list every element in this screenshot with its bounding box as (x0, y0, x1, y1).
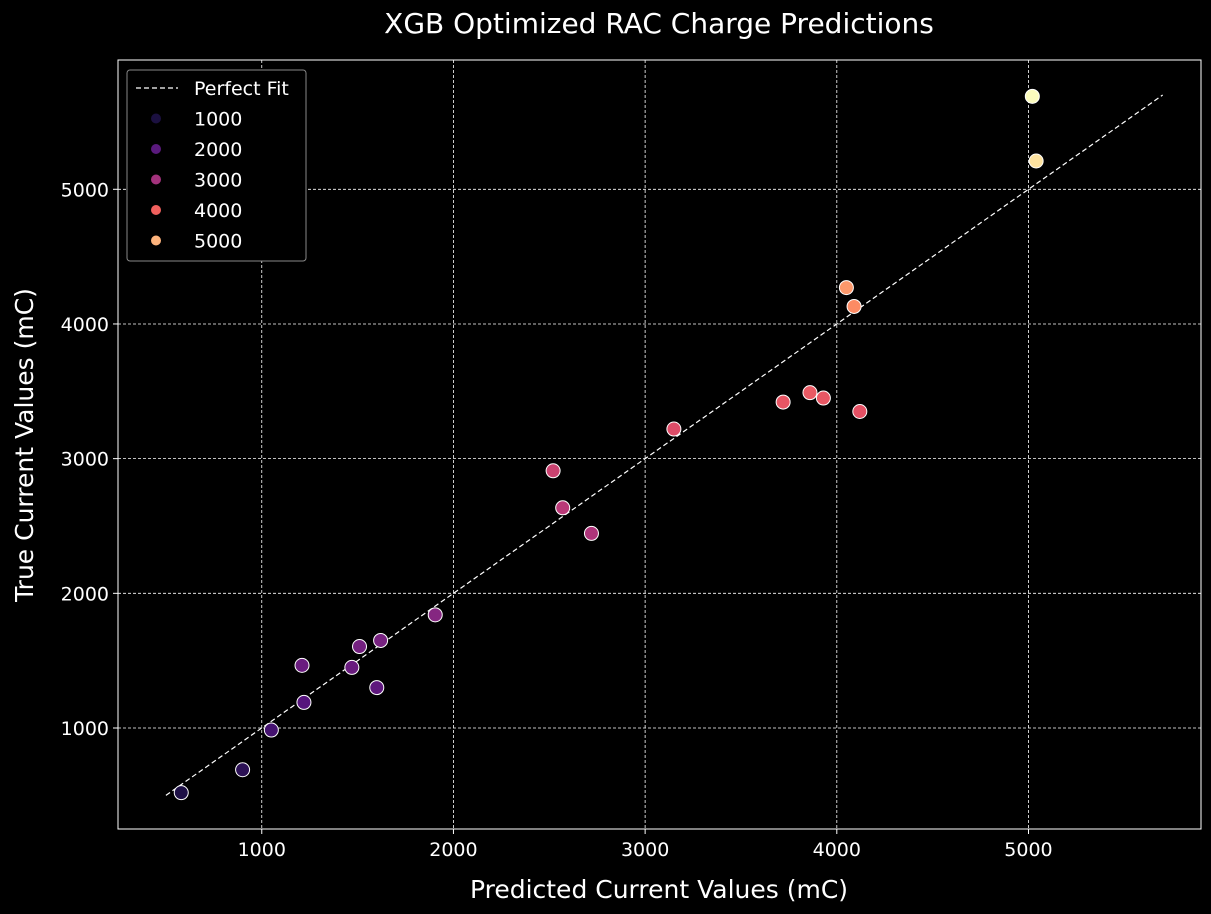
data-point (666, 421, 682, 437)
data-point (838, 280, 854, 296)
data-point (296, 694, 312, 710)
data-point (1028, 153, 1044, 169)
data-point (815, 390, 831, 406)
perfect-fit-layer (165, 94, 1164, 796)
legend-marker (151, 174, 161, 185)
x-axis-label: Predicted Current Values (mC) (470, 875, 848, 904)
x-tick-label: 4000 (813, 839, 861, 861)
x-tick-label: 3000 (621, 839, 669, 861)
data-point (775, 394, 791, 410)
data-point (555, 500, 571, 516)
data-point (545, 463, 561, 479)
x-tick-label: 2000 (429, 839, 477, 861)
chart-title: XGB Optimized RAC Charge Predictions (384, 7, 934, 40)
legend: Perfect Fit 1000 2000 3000 4000 5000 (126, 69, 307, 262)
data-point (802, 385, 818, 401)
legend-label: Perfect Fit (194, 78, 289, 100)
legend-marker (151, 235, 161, 246)
y-tick-label: 5000 (61, 179, 109, 201)
data-point (1024, 88, 1040, 104)
legend-label: 1000 (194, 109, 242, 131)
legend-box (126, 69, 307, 262)
data-point (344, 659, 360, 675)
y-tick-label: 1000 (61, 718, 109, 740)
y-tick-label: 2000 (61, 583, 109, 605)
points-layer (173, 88, 1044, 801)
legend-marker (151, 144, 161, 154)
x-tick-label: 5000 (1004, 839, 1052, 861)
data-point (846, 298, 862, 314)
data-point (235, 762, 251, 778)
data-point (373, 632, 389, 648)
data-point (852, 404, 868, 420)
legend-marker (151, 205, 161, 215)
data-point (294, 657, 310, 673)
data-point (369, 680, 385, 696)
y-axis-label: True Current Values (mC) (10, 288, 39, 603)
legend-label: 2000 (194, 139, 242, 161)
data-point (583, 525, 599, 541)
plot-frame (117, 59, 1202, 830)
data-point (427, 607, 443, 623)
perfect-fit-line (165, 94, 1164, 796)
y-tick-label: 3000 (61, 449, 109, 471)
data-point (173, 785, 189, 801)
data-point (352, 639, 368, 655)
ticks: 1000 2000 3000 4000 5000 1000 2000 3000 4000 5000 (61, 179, 1053, 861)
data-point (263, 722, 279, 738)
y-tick-label: 4000 (61, 314, 109, 336)
x-tick-label: 1000 (238, 839, 286, 861)
legend-marker (151, 113, 161, 124)
legend-label: 3000 (194, 170, 242, 192)
legend-label: 5000 (194, 231, 242, 253)
legend-label: 4000 (194, 200, 242, 222)
